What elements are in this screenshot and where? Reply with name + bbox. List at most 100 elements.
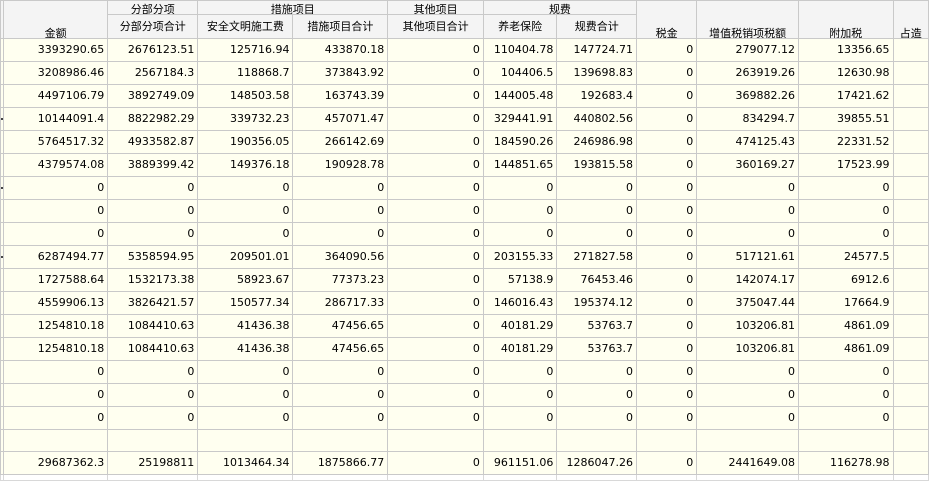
cell-surcharge[interactable]: 0 [798,199,894,223]
cell-amount[interactable]: 4379574.08 [2,153,109,177]
cell-share[interactable] [892,406,929,430]
cell-surcharge[interactable]: 17523.99 [798,153,894,177]
cell-pension[interactable]: 40181.29 [482,314,558,338]
cell-pension[interactable] [482,474,558,481]
cell-surcharge[interactable]: 0 [798,360,894,384]
cell-vat[interactable]: 279077.12 [696,38,800,62]
table-row[interactable]: 29687362.3 25198811 1013464.34 1875866.77 0 9… [0,451,929,475]
cell-vat[interactable]: 369882.26 [696,84,800,108]
cell-part[interactable]: 4933582.87 [107,130,199,154]
cell-other[interactable]: 0 [387,222,484,246]
cell-pension[interactable]: 0 [482,222,558,246]
row-stub[interactable] [0,84,4,108]
cell-measure[interactable]: 47456.65 [292,337,389,361]
cell-amount[interactable]: 1254810.18 [2,314,109,338]
cell-share[interactable] [892,429,929,452]
cell-vat[interactable]: 103206.81 [696,314,800,338]
table-row[interactable]: 10144091.4 8822982.29 339732.23 457071.47 0 3… [0,107,929,131]
row-stub[interactable] [0,291,4,315]
cell-measure[interactable]: 266142.69 [292,130,389,154]
cell-other[interactable]: 0 [387,107,484,131]
cell-fee[interactable]: 53763.7 [556,337,637,361]
row-stub[interactable] [0,360,4,384]
cell-pension[interactable]: 110404.78 [482,38,558,62]
cell-surcharge[interactable]: 116278.98 [798,451,894,475]
cell-measure[interactable]: 457071.47 [292,107,389,131]
cell-tax[interactable]: 0 [635,61,698,85]
cell-pension[interactable]: 0 [482,360,558,384]
cell-other[interactable]: 0 [387,314,484,338]
cell-tax[interactable]: 0 [635,451,698,475]
cell-fee[interactable]: 0 [556,176,637,200]
cell-safety[interactable]: 118868.7 [197,61,294,85]
cell-share[interactable] [892,176,929,200]
cell-amount[interactable]: 5764517.32 [2,130,109,154]
cell-safety[interactable]: 148503.58 [197,84,294,108]
cell-other[interactable]: 0 [387,61,484,85]
cell-measure[interactable]: 1875866.77 [292,451,389,475]
cell-tax[interactable]: 0 [635,291,698,315]
cell-surcharge[interactable]: 17664.9 [798,291,894,315]
row-stub[interactable] [0,429,4,452]
cell-amount[interactable]: 3393290.65 [2,38,109,62]
cell-fee[interactable]: 0 [556,360,637,384]
cell-pension[interactable] [482,429,558,452]
cell-fee[interactable]: 193815.58 [556,153,637,177]
cell-fee[interactable]: 53763.7 [556,314,637,338]
cell-amount[interactable]: 4497106.79 [2,84,109,108]
cell-pension[interactable]: 0 [482,406,558,430]
cell-fee[interactable]: 440802.56 [556,107,637,131]
cell-vat[interactable]: 142074.17 [696,268,800,292]
cell-measure[interactable]: 0 [292,360,389,384]
cell-share[interactable] [892,38,929,62]
cell-tax[interactable]: 0 [635,360,698,384]
cell-measure[interactable]: 0 [292,222,389,246]
cell-amount[interactable]: 10144091.4 [2,107,109,131]
table-row[interactable]: 4559906.13 3826421.57 150577.34 286717.33 0 1… [0,291,929,315]
cell-tax[interactable]: 0 [635,107,698,131]
cell-tax[interactable]: 0 [635,153,698,177]
row-stub[interactable] [0,474,4,481]
cell-surcharge[interactable]: 6912.6 [798,268,894,292]
cell-measure[interactable]: 373843.92 [292,61,389,85]
row-stub[interactable] [0,268,4,292]
header-surcharge[interactable]: 附加税 [798,0,894,39]
cell-amount[interactable]: 1254810.18 [2,337,109,361]
table-row[interactable]: 4379574.08 3889399.42 149376.18 190928.78 0 1… [0,153,929,177]
table-row[interactable]: 4497106.79 3892749.09 148503.58 163743.39 0 1… [0,84,929,108]
header-share[interactable]: 占造 [892,0,929,39]
cell-pension[interactable]: 146016.43 [482,291,558,315]
cell-safety[interactable]: 58923.67 [197,268,294,292]
cell-safety[interactable]: 339732.23 [197,107,294,131]
cell-vat[interactable]: 0 [696,176,800,200]
cell-measure[interactable]: 47456.65 [292,314,389,338]
row-stub[interactable] [0,130,4,154]
cell-safety[interactable]: 0 [197,199,294,223]
table-row[interactable]: 1727588.64 1532173.38 58923.67 77373.23 0 571… [0,268,929,292]
cell-pension[interactable]: 57138.9 [482,268,558,292]
cell-fee[interactable]: 0 [556,222,637,246]
cell-surcharge[interactable] [798,474,894,481]
cell-amount[interactable]: 0 [2,406,109,430]
cell-tax[interactable]: 0 [635,38,698,62]
cell-amount[interactable]: 29687362.3 [2,451,109,475]
cell-measure[interactable]: 0 [292,406,389,430]
cell-part[interactable]: 1532173.38 [107,268,199,292]
cell-share[interactable] [892,130,929,154]
table-row[interactable]: 6287494.77 5358594.95 209501.01 364090.56 0 2… [0,245,929,269]
cell-measure[interactable]: 0 [292,383,389,407]
header-pension[interactable]: 养老保险 [482,14,558,39]
cell-pension[interactable]: 961151.06 [482,451,558,475]
cell-fee[interactable]: 271827.58 [556,245,637,269]
cell-part[interactable]: 1084410.63 [107,337,199,361]
cell-safety[interactable]: 0 [197,222,294,246]
cell-share[interactable] [892,199,929,223]
cell-amount[interactable] [2,429,109,452]
cell-other[interactable]: 0 [387,268,484,292]
cell-part[interactable]: 5358594.95 [107,245,199,269]
cell-vat[interactable]: 0 [696,199,800,223]
row-stub[interactable] [0,176,4,200]
cell-safety[interactable]: 1013464.34 [197,451,294,475]
